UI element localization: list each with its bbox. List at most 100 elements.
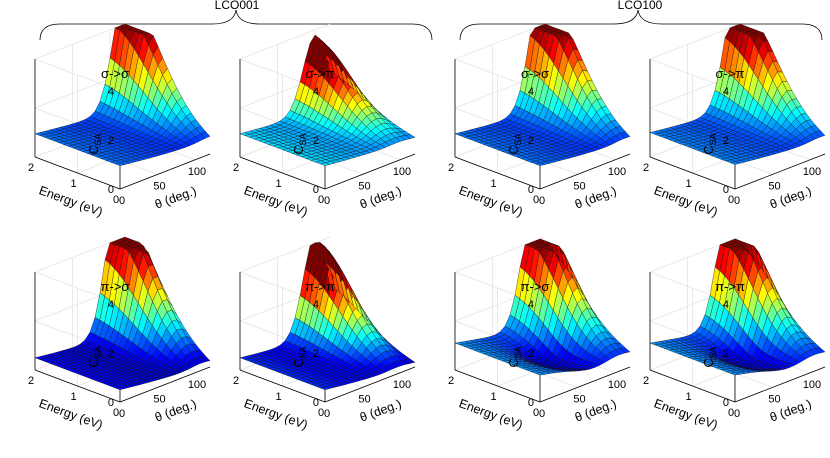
surface (649, 23, 826, 165)
group-label-lco100: LCO100 (618, 0, 663, 12)
y-tick-label: 0 (119, 408, 125, 420)
surface (239, 241, 416, 390)
surface-patch (649, 342, 661, 345)
x-tick-label: 0 (533, 194, 539, 206)
x-tick-label: 2 (643, 375, 649, 387)
x-tick-label: 1 (685, 391, 691, 403)
x-tick-label: 1 (275, 391, 281, 403)
y-tick-label: 100 (803, 379, 821, 391)
x-tick-label: 2 (233, 375, 239, 387)
z-axis-label-subscript: SA (708, 133, 718, 145)
axis-line (34, 156, 121, 190)
y-tick-label: 0 (734, 408, 740, 420)
y-tick-label: 0 (734, 195, 740, 207)
x-tick-label: 1 (490, 178, 496, 190)
panel-title: σ->σ (521, 66, 549, 81)
y-tick-label: 100 (608, 166, 626, 178)
panel-title: π->σ (521, 279, 550, 294)
x-tick-label: 0 (728, 194, 734, 206)
x-tick-label: 0 (318, 194, 324, 206)
axis-line (539, 366, 631, 403)
surface-patch (649, 131, 661, 135)
x-tick-label: 0 (728, 407, 734, 419)
y-tick-label: 0 (119, 195, 125, 207)
axis-line (324, 153, 416, 190)
z-tick-label: 2 (528, 348, 534, 360)
z-tick-label: 4 (723, 299, 729, 311)
axis-line (34, 369, 121, 403)
z-tick-label: 4 (108, 86, 114, 98)
y-tick-label: 0 (324, 408, 330, 420)
z-tick-label: 2 (313, 135, 319, 147)
surface (34, 23, 211, 166)
panel-title: π->π (715, 279, 745, 294)
panel-title: σ->π (306, 66, 335, 81)
surface (34, 236, 211, 390)
z-tick-label: 0 (313, 397, 319, 409)
x-tick-label: 2 (643, 162, 649, 174)
z-axis-label-subscript: SA (513, 346, 523, 358)
z-tick-label: 2 (313, 348, 319, 360)
z-tick-label: 2 (108, 135, 114, 147)
x-tick-label: 0 (113, 407, 119, 419)
surface-patch (454, 132, 466, 136)
z-tick-label: 4 (528, 299, 534, 311)
group-label-lco001: LCO001 (215, 0, 260, 12)
surface-patch (34, 356, 46, 360)
z-axis-label-subscript: SA (513, 133, 523, 145)
y-tick-label: 50 (153, 180, 165, 192)
z-tick-label: 2 (723, 348, 729, 360)
x-tick-label: 1 (490, 391, 496, 403)
z-axis-label-subscript: SA (93, 133, 103, 145)
z-tick-label: 4 (313, 299, 319, 311)
group-header-lco001: LCO001 (39, 0, 433, 41)
panel-title: σ->σ (101, 66, 129, 81)
y-tick-label: 100 (608, 379, 626, 391)
z-axis-label-subscript: SA (93, 346, 103, 358)
z-axis-label-subscript: SA (298, 346, 308, 358)
z-tick-label: 4 (528, 86, 534, 98)
x-tick-label: 0 (318, 407, 324, 419)
z-tick-label: 2 (723, 135, 729, 147)
y-tick-label: 0 (539, 195, 545, 207)
y-tick-label: 50 (358, 393, 370, 405)
axis-line (539, 153, 631, 190)
x-tick-label: 0 (113, 194, 119, 206)
z-tick-label: 4 (723, 86, 729, 98)
axis-line (454, 156, 541, 190)
panel-title: π->σ (101, 279, 130, 294)
x-tick-label: 1 (275, 178, 281, 190)
z-tick-label: 0 (108, 397, 114, 409)
z-tick-label: 2 (108, 348, 114, 360)
y-tick-label: 0 (539, 408, 545, 420)
y-tick-label: 50 (573, 180, 585, 192)
x-tick-label: 0 (533, 407, 539, 419)
axis-line (119, 153, 211, 190)
axis-line (454, 369, 541, 403)
z-axis-label-subscript: SA (708, 346, 718, 358)
axis-line (239, 369, 326, 403)
panel-title: π->π (305, 279, 335, 294)
z-tick-label: 0 (108, 184, 114, 196)
z-tick-label: 0 (723, 397, 729, 409)
y-tick-label: 50 (768, 180, 780, 192)
surface-patch (239, 356, 251, 360)
x-tick-label: 2 (28, 162, 34, 174)
z-axis-label-subscript: SA (298, 133, 308, 145)
surface-patch (34, 132, 46, 136)
axis-line (649, 369, 736, 403)
axis-line (734, 366, 826, 403)
x-tick-label: 2 (233, 162, 239, 174)
group-brace-lco001 (39, 9, 433, 41)
y-tick-label: 100 (188, 166, 206, 178)
surface (649, 238, 826, 376)
x-tick-label: 2 (448, 375, 454, 387)
x-tick-label: 1 (70, 178, 76, 190)
y-tick-label: 50 (358, 180, 370, 192)
z-tick-label: 0 (528, 184, 534, 196)
z-tick-label: 0 (528, 397, 534, 409)
